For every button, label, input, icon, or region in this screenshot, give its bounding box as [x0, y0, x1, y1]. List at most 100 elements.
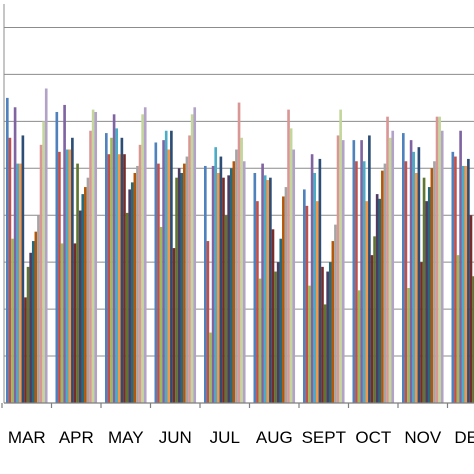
bar-sept-2	[305, 205, 309, 403]
bar-apr-9	[76, 163, 79, 403]
bar-apr-6	[68, 149, 72, 403]
bar-jul-16	[242, 161, 246, 403]
category-labels: MAR APR MAY JUN JUL AUG SEPT OCT NOV DEC	[8, 428, 474, 447]
bar-jul-1	[204, 165, 207, 403]
bar-dec-3	[456, 255, 460, 403]
bar-jun-8	[172, 248, 176, 403]
bar-oct-6	[365, 201, 369, 403]
bar-aug-2	[256, 201, 259, 403]
bar-aug-11	[279, 238, 283, 403]
bar-mar-2	[8, 137, 12, 403]
bar-may-16	[143, 107, 147, 404]
bar-apr-3	[60, 243, 64, 403]
bar-oct-15	[388, 137, 392, 403]
bar-jul-10	[227, 175, 230, 403]
bar-jun-10	[177, 168, 181, 403]
bar-aug-12	[282, 196, 285, 403]
bar-may-10	[128, 189, 131, 403]
x-axis	[1, 402, 474, 408]
bar-nov-11	[427, 187, 431, 403]
bar-nov-14	[435, 116, 439, 403]
bar-oct-5	[362, 161, 366, 403]
bar-jul-9	[224, 215, 228, 403]
bar-mar-12	[34, 231, 38, 403]
bar-apr-1	[55, 111, 59, 404]
bar-apr-11	[81, 194, 85, 403]
bar-aug-10	[276, 262, 280, 403]
bar-jul-4	[211, 165, 215, 403]
bar-nov-15	[438, 116, 441, 403]
bar-sept-8	[321, 266, 324, 403]
bar-aug-13	[284, 187, 288, 403]
bar-mar-14	[39, 144, 43, 403]
bar-may-7	[120, 137, 124, 403]
bar-jun-16	[193, 107, 197, 404]
bar-oct-7	[368, 135, 371, 403]
bar-dec-8	[469, 215, 473, 403]
bar-mar-5	[16, 163, 20, 403]
bar-jul-2	[206, 241, 210, 403]
bar-sept-5	[313, 172, 317, 403]
bar-aug-8	[271, 229, 275, 403]
bar-may-3	[110, 137, 113, 403]
bar-may-5	[115, 128, 119, 403]
bar-aug-3	[258, 278, 262, 403]
x-tick-label-jul: JUL	[210, 428, 240, 447]
bar-jul-11	[229, 168, 233, 403]
bar-sept-6	[315, 201, 319, 403]
bar-may-14	[138, 144, 142, 403]
bar-aug-1	[253, 172, 257, 403]
bar-oct-13	[383, 163, 387, 403]
bar-mar-10	[29, 252, 32, 403]
bar-may-2	[107, 154, 111, 403]
x-tick-label-sept: SEPT	[302, 428, 346, 447]
bar-jul-7	[219, 156, 223, 403]
bar-may-13	[136, 165, 139, 403]
bar-apr-16	[94, 111, 98, 404]
bar-oct-10	[375, 194, 379, 403]
bar-mar-4	[13, 107, 17, 404]
bar-apr-13	[86, 177, 90, 403]
bar-jul-6	[216, 172, 220, 403]
bar-dec-7	[467, 158, 470, 403]
bar-sept-12	[331, 241, 335, 403]
bar-sept-16	[341, 140, 345, 403]
bar-jun-15	[190, 114, 194, 403]
bar-apr-4	[63, 104, 66, 404]
bar-nov-5	[412, 151, 416, 403]
bar-nov-16	[440, 130, 444, 404]
bar-jul-8	[222, 177, 225, 403]
bar-mar-6	[18, 163, 22, 403]
bar-nov-3	[407, 287, 410, 403]
bar-nov-10	[425, 201, 428, 403]
bar-apr-15	[91, 109, 95, 404]
bar-sept-4	[310, 154, 314, 403]
bar-jun-3	[159, 226, 163, 403]
x-tick-label-mar: MAR	[8, 428, 46, 447]
bar-jun-7	[170, 130, 173, 404]
bar-apr-12	[84, 187, 87, 403]
bar-nov-7	[417, 147, 421, 403]
bar-aug-14	[287, 109, 290, 404]
bar-jun-2	[157, 163, 160, 403]
bar-dec-9	[472, 276, 474, 403]
bar-mar-1	[6, 97, 9, 403]
bar-may-15	[141, 114, 144, 403]
bar-oct-12	[381, 170, 384, 403]
bar-jul-3	[209, 332, 212, 403]
bar-may-4	[112, 114, 116, 403]
bar-jun-9	[175, 177, 178, 403]
bar-sept-3	[308, 285, 311, 403]
bar-mar-13	[37, 215, 40, 403]
bar-oct-16	[391, 130, 395, 404]
bar-oct-9	[373, 236, 376, 403]
bar-jun-1	[154, 142, 158, 404]
bar-mar-16	[44, 88, 48, 404]
bar-nov-9	[422, 177, 426, 403]
bar-nov-8	[420, 262, 423, 403]
bar-dec-1	[451, 151, 455, 403]
x-tick-label-nov: NOV	[404, 428, 442, 447]
bar-may-11	[130, 182, 134, 403]
bar-aug-7	[269, 177, 272, 403]
bar-sept-1	[303, 189, 306, 403]
